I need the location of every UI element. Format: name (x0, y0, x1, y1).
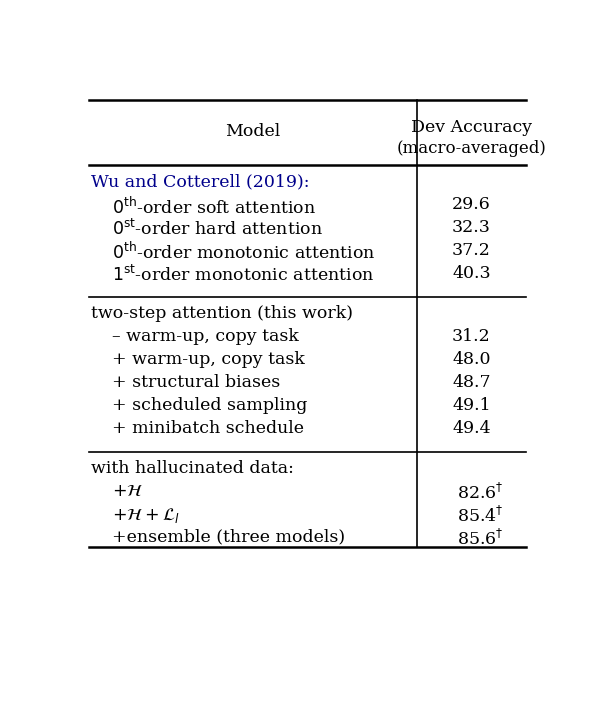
Text: 82.6$^{\dagger}$: 82.6$^{\dagger}$ (457, 483, 504, 503)
Text: 48.7: 48.7 (452, 374, 491, 391)
Text: – warm-up, copy task: – warm-up, copy task (101, 328, 298, 345)
Text: $0^{\mathrm{st}}$-order hard attention: $0^{\mathrm{st}}$-order hard attention (101, 219, 322, 239)
Text: Wu and Cotterell (2019):: Wu and Cotterell (2019): (91, 174, 310, 191)
Text: $0^{\mathrm{th}}$-order soft attention: $0^{\mathrm{th}}$-order soft attention (101, 196, 316, 217)
Text: 49.4: 49.4 (452, 419, 491, 436)
Text: 48.0: 48.0 (452, 351, 491, 368)
Text: + warm-up, copy task: + warm-up, copy task (101, 351, 304, 368)
Text: $+\mathcal{H} + \mathcal{L}_l$: $+\mathcal{H} + \mathcal{L}_l$ (101, 506, 179, 525)
Text: 85.4$^{\dagger}$: 85.4$^{\dagger}$ (457, 506, 504, 526)
Text: $0^{\mathrm{th}}$-order monotonic attention: $0^{\mathrm{th}}$-order monotonic attent… (101, 242, 375, 263)
Text: Model: Model (225, 123, 280, 140)
Text: + scheduled sampling: + scheduled sampling (101, 397, 307, 414)
Text: with hallucinated data:: with hallucinated data: (91, 460, 294, 477)
Text: 40.3: 40.3 (452, 265, 491, 282)
Text: $+\mathcal{H}$: $+\mathcal{H}$ (101, 483, 143, 500)
Text: +ensemble (three models): +ensemble (three models) (101, 529, 344, 546)
Text: 85.6$^{\dagger}$: 85.6$^{\dagger}$ (457, 529, 504, 549)
Text: 29.6: 29.6 (452, 196, 491, 213)
Text: + minibatch schedule: + minibatch schedule (101, 419, 304, 436)
Text: 37.2: 37.2 (452, 242, 491, 259)
Text: + structural biases: + structural biases (101, 374, 280, 391)
Text: two-step attention (this work): two-step attention (this work) (91, 306, 353, 323)
Text: $1^{\mathrm{st}}$-order monotonic attention: $1^{\mathrm{st}}$-order monotonic attent… (101, 265, 374, 285)
Text: 31.2: 31.2 (452, 328, 491, 345)
Text: 32.3: 32.3 (452, 219, 491, 236)
Text: Dev Accuracy: Dev Accuracy (411, 119, 532, 136)
Text: 49.1: 49.1 (452, 397, 491, 414)
Text: (macro-averaged): (macro-averaged) (397, 140, 547, 157)
